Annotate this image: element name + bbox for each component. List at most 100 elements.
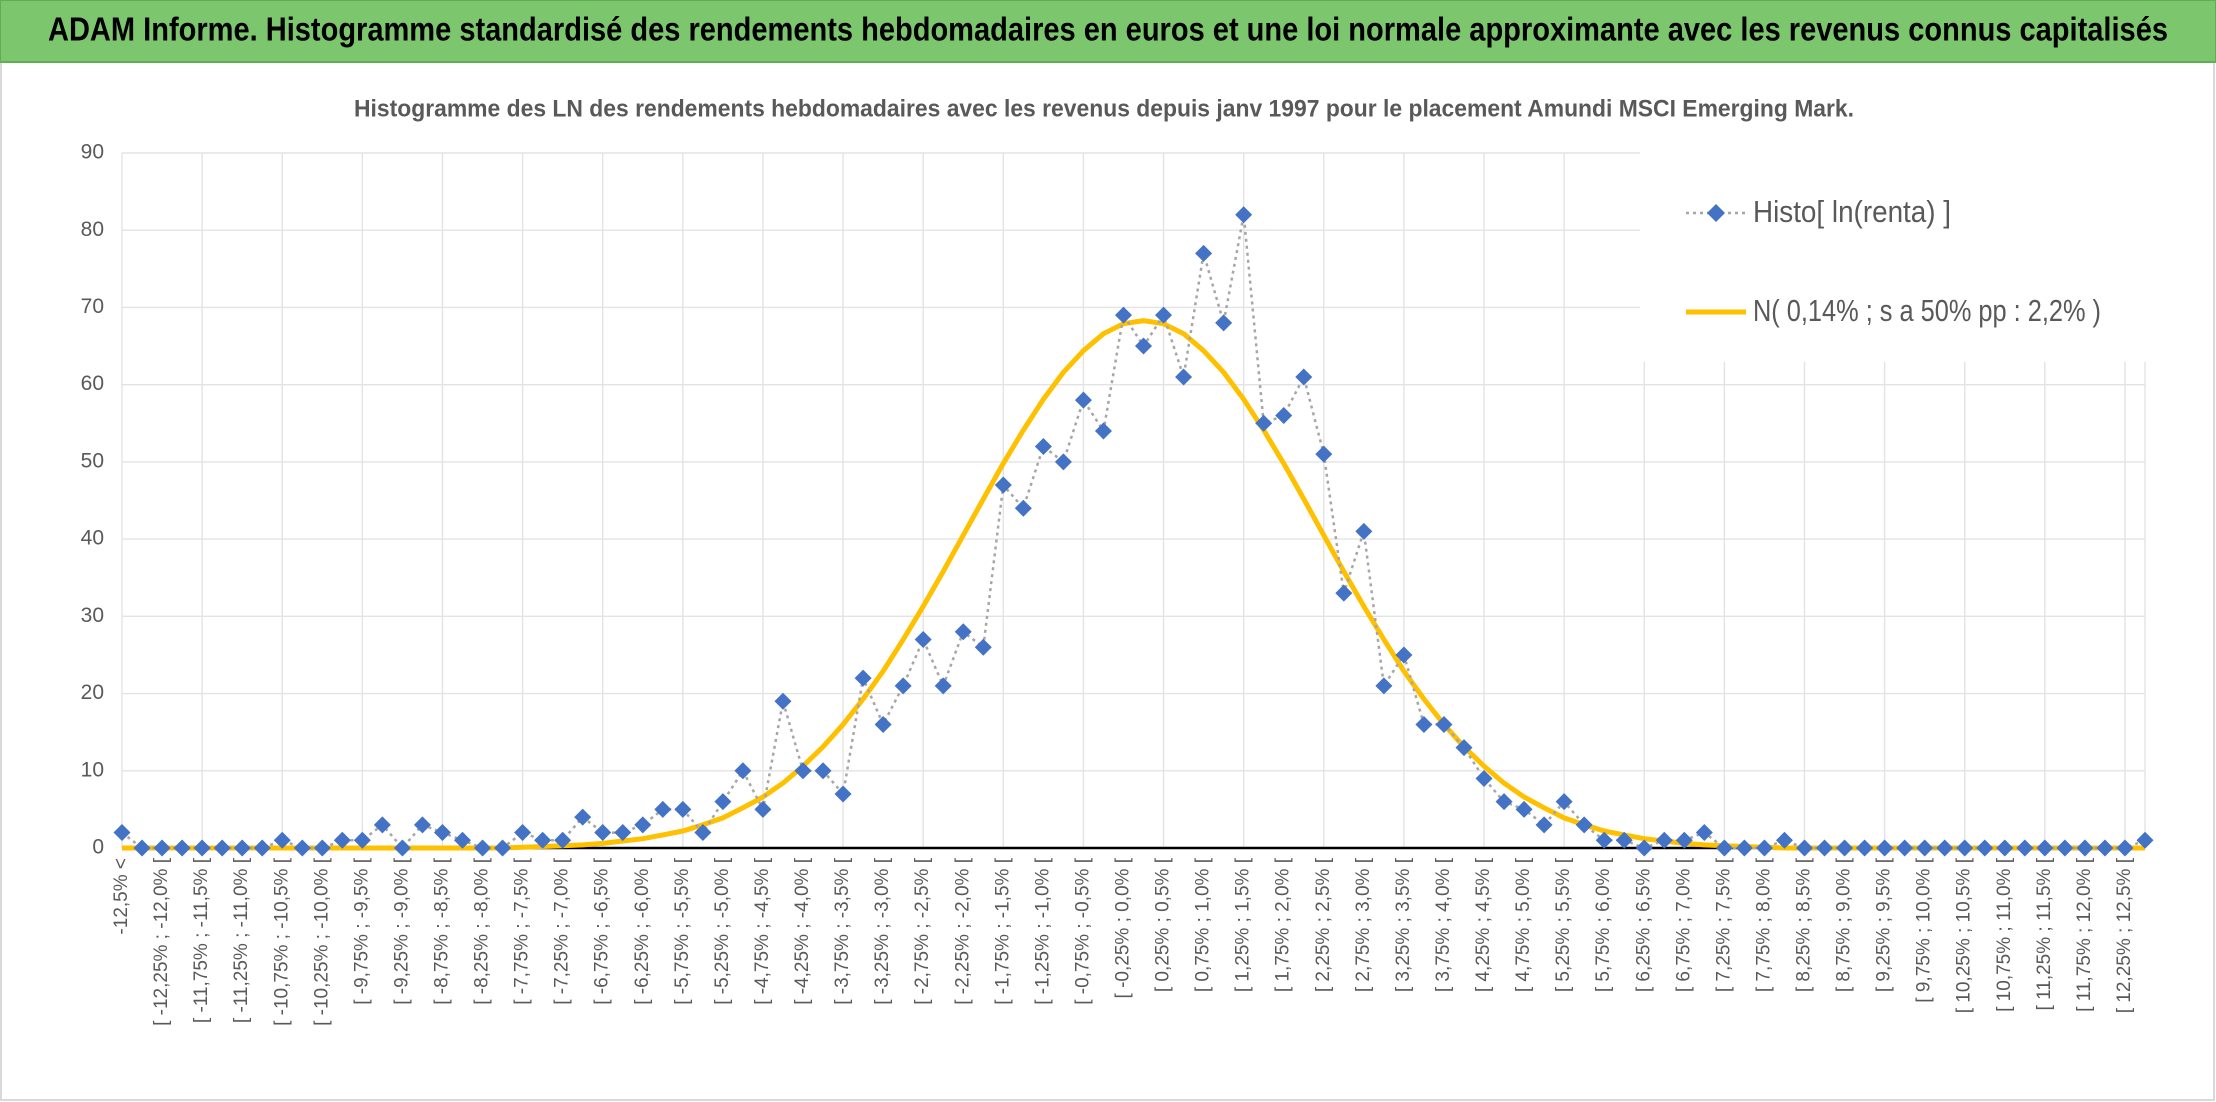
x-tick-label: [ 9,25% ; 9,5% [: [1874, 857, 1895, 992]
y-tick-label: 80: [81, 218, 104, 241]
data-point: [2116, 839, 2134, 857]
data-point: [974, 638, 992, 656]
y-tick-label: 70: [81, 295, 104, 318]
data-point: [1535, 816, 1553, 834]
header-title: ADAM Informe. Histogramme standardisé de…: [48, 11, 2168, 48]
data-point: [1395, 646, 1413, 664]
data-point: [1195, 244, 1213, 262]
data-point: [233, 839, 251, 857]
data-point: [1515, 800, 1533, 818]
data-point: [1335, 584, 1353, 602]
data-point: [934, 677, 952, 695]
data-point: [1775, 831, 1793, 849]
x-tick-label: [ 8,75% ; 9,0% [: [1834, 857, 1855, 992]
x-tick-label: [ -12,25% ; -12,0% [: [151, 857, 172, 1026]
data-point: [674, 800, 692, 818]
y-tick-label: 60: [81, 372, 104, 395]
data-point: [1275, 407, 1293, 425]
data-point: [514, 824, 532, 842]
x-tick-label: [ -8,25% ; -8,0% [: [472, 857, 493, 1005]
data-point: [2096, 839, 2114, 857]
chart-title: Histogramme des LN des rendements hebdom…: [354, 95, 1854, 122]
data-point: [113, 824, 131, 842]
x-tick-label: [ 8,25% ; 8,5% [: [1794, 857, 1815, 992]
x-tick-label: [ 6,25% ; 6,5% [: [1633, 857, 1654, 992]
data-point: [433, 824, 451, 842]
data-point: [874, 715, 892, 733]
data-point: [2016, 839, 2034, 857]
x-tick-label: [ -10,75% ; -10,5% [: [271, 857, 292, 1026]
x-tick-label: [ 5,25% ; 5,5% [: [1553, 857, 1574, 992]
x-tick-label: [ 10,75% ; 11,0% [: [1994, 857, 2015, 1012]
data-point: [1675, 831, 1693, 849]
x-tick-label: [ 5,75% ; 6,0% [: [1593, 857, 1614, 992]
legend-label: N( 0,14% ; s a 50% pp : 2,2% ): [1753, 293, 2101, 328]
data-point: [1755, 839, 1773, 857]
data-point: [1876, 839, 1894, 857]
x-tick-label: [ 2,25% ; 2,5% [: [1313, 857, 1334, 992]
header-bar: [0, 0, 2216, 63]
data-point: [273, 831, 291, 849]
data-point: [1956, 839, 1974, 857]
x-tick-label: [ 0,25% ; 0,5% [: [1153, 857, 1174, 992]
x-tick-label: [ -3,75% ; -3,5% [: [832, 857, 853, 1005]
data-point: [594, 824, 612, 842]
x-tick-label: [ -3,25% ; -3,0% [: [872, 857, 893, 1005]
data-point: [333, 831, 351, 849]
data-point: [1695, 824, 1713, 842]
data-point: [1255, 414, 1273, 432]
data-point: [1435, 715, 1453, 733]
data-point: [1916, 839, 1934, 857]
data-point: [614, 824, 632, 842]
x-tick-label: [ -7,75% ; -7,5% [: [512, 857, 533, 1005]
data-point: [1495, 793, 1513, 811]
legend-box: [1640, 140, 2212, 362]
x-tick-label: [ 2,75% ; 3,0% [: [1353, 857, 1374, 992]
x-tick-label: [ 4,75% ; 5,0% [: [1513, 857, 1534, 992]
y-tick-label: 10: [81, 758, 104, 781]
x-tick-label: [ 11,25% ; 11,5% [: [2034, 857, 2055, 1010]
x-tick-label: [ -1,75% ; -1,5% [: [992, 857, 1013, 1005]
x-tick-label: [ 4,25% ; 4,5% [: [1473, 857, 1494, 992]
x-tick-label: [ -11,75% ; -11,5% [: [191, 857, 212, 1023]
data-point: [253, 839, 271, 857]
data-point: [1295, 368, 1313, 386]
data-point: [694, 824, 712, 842]
x-tick-label: [ -2,75% ; -2,5% [: [912, 857, 933, 1005]
x-tick-label: [ 7,75% ; 8,0% [: [1753, 857, 1774, 992]
x-tick-label: [ 3,75% ; 4,0% [: [1433, 857, 1454, 992]
data-point: [1455, 739, 1473, 757]
data-point: [454, 831, 472, 849]
data-point: [193, 839, 211, 857]
data-point: [413, 816, 431, 834]
data-point: [1094, 422, 1112, 440]
y-tick-label: 40: [81, 527, 104, 550]
data-point: [2056, 839, 2074, 857]
data-point: [714, 793, 732, 811]
data-point: [734, 762, 752, 780]
x-tick-label: [ -6,25% ; -6,0% [: [632, 857, 653, 1005]
legend-label: Histo[ ln(renta) ]: [1753, 194, 1951, 229]
data-point: [1375, 677, 1393, 695]
data-point: [1575, 816, 1593, 834]
y-tick-label: 20: [81, 681, 104, 704]
data-point: [133, 839, 151, 857]
x-tick-label: [ 9,75% ; 10,0% [: [1914, 857, 1935, 1002]
data-point: [834, 785, 852, 803]
data-point: [2036, 839, 2054, 857]
data-point: [173, 839, 191, 857]
x-tick-label: [ 10,25% ; 10,5% [: [1954, 857, 1975, 1013]
data-point: [2076, 839, 2094, 857]
data-point: [914, 631, 932, 648]
x-tick-label: [ 11,75% ; 12,0% [: [2074, 857, 2095, 1012]
x-tick-label: [ 12,25% ; 12,5% [: [2114, 857, 2135, 1013]
data-point: [1615, 831, 1633, 849]
x-tick-label: -12,5% <: [111, 858, 132, 935]
data-point: [954, 623, 972, 641]
data-point: [474, 839, 492, 857]
data-point: [1896, 839, 1914, 857]
data-point: [1856, 839, 1874, 857]
data-point: [554, 831, 572, 849]
data-point: [1215, 314, 1233, 332]
data-point: [1014, 499, 1032, 517]
